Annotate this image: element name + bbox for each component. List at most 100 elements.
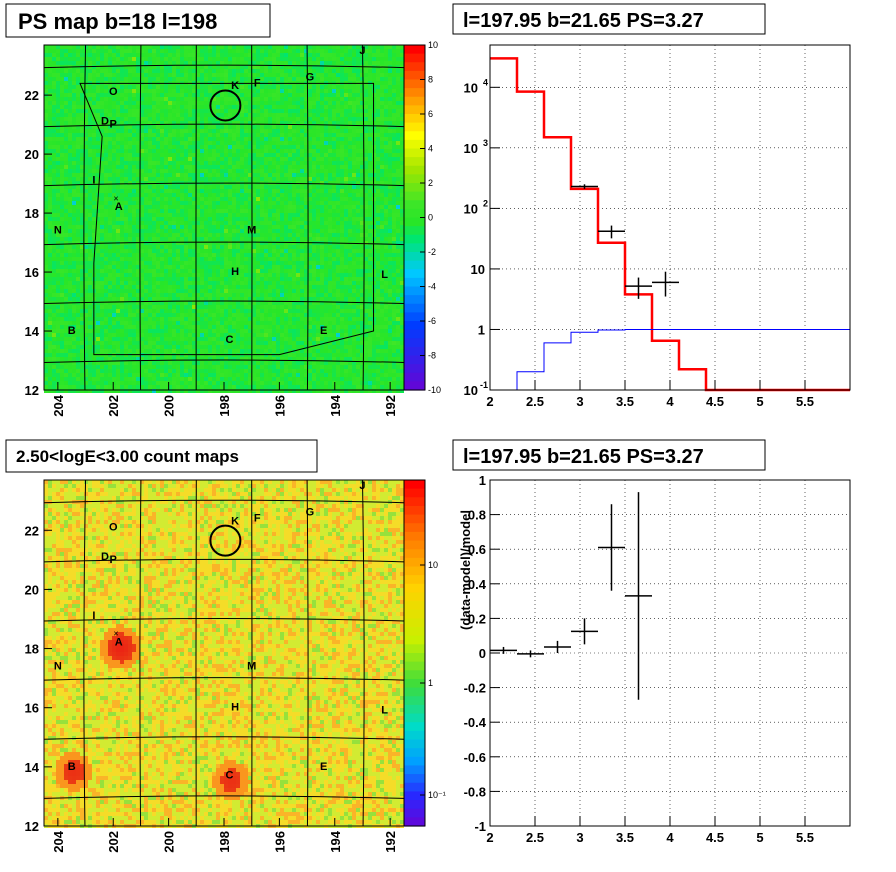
heatmap-cell [224,109,228,113]
heatmap-cell [200,233,204,237]
heatmap-cell [44,101,48,105]
heatmap-cell [300,237,304,241]
heatmap-cell [284,69,288,73]
heatmap-cell [256,145,260,149]
heatmap-cell [96,209,100,213]
heatmap-cell [336,197,340,201]
heatmap-cell [72,265,76,269]
heatmap-cell [124,129,128,133]
heatmap-cell [56,169,60,173]
heatmap-cell [156,241,160,245]
heatmap-cell [48,265,52,269]
heatmap-cell [208,113,212,117]
heatmap-cell [396,161,400,165]
heatmap-cell [60,229,64,233]
heatmap-cell [48,253,52,257]
heatmap-cell [312,121,316,125]
heatmap-cell [264,209,268,213]
heatmap-cell [296,249,300,253]
heatmap-cell [368,149,372,153]
heatmap-cell [284,193,288,197]
heatmap-cell [356,197,360,201]
heatmap-cell [92,133,96,137]
heatmap-cell [396,165,400,169]
heatmap-cell [312,65,316,69]
heatmap-cell [384,133,388,137]
heatmap-cell [356,113,360,117]
heatmap-cell [264,217,268,221]
heatmap-cell [128,153,132,157]
heatmap-cell [64,249,68,253]
heatmap-cell [96,213,100,217]
heatmap-cell [292,69,296,73]
heatmap-cell [284,133,288,137]
heatmap-cell [208,117,212,121]
heatmap-cell [268,209,272,213]
heatmap-cell [264,93,268,97]
heatmap-cell [240,201,244,205]
heatmap-cell [44,61,48,65]
heatmap-cell [208,189,212,193]
heatmap-cell [88,89,92,93]
heatmap-cell [292,169,296,173]
heatmap-cell [392,109,396,113]
heatmap-cell [104,189,108,193]
heatmap-cell [292,137,296,141]
heatmap-cell [220,109,224,113]
heatmap-cell [116,261,120,265]
heatmap-cell [68,249,72,253]
heatmap-cell [188,133,192,137]
heatmap-cell [172,89,176,93]
heatmap-cell [68,265,72,269]
heatmap-cell [272,221,276,225]
heatmap-cell [312,73,316,77]
heatmap-cell [44,197,48,201]
heatmap-cell [52,257,56,261]
heatmap-cell [128,201,132,205]
heatmap-cell [192,165,196,169]
heatmap-cell [68,165,72,169]
heatmap-cell [396,145,400,149]
heatmap-cell [336,157,340,161]
heatmap-cell [240,205,244,209]
heatmap-cell [68,81,72,85]
heatmap-cell [232,129,236,133]
heatmap-cell [240,177,244,181]
heatmap-cell [384,233,388,237]
heatmap-cell [68,197,72,201]
heatmap-cell [360,125,364,129]
heatmap-cell [168,121,172,125]
heatmap-cell [340,45,344,49]
heatmap-cell [228,201,232,205]
heatmap-cell [64,177,68,181]
heatmap-cell [340,145,344,149]
heatmap-cell [168,69,172,73]
heatmap-cell [192,85,196,89]
heatmap-cell [364,73,368,77]
heatmap-cell [352,73,356,77]
heatmap-cell [244,201,248,205]
heatmap-cell [124,229,128,233]
heatmap-cell [400,89,404,93]
heatmap-cell [236,221,240,225]
heatmap-cell [236,133,240,137]
heatmap-cell [164,189,168,193]
heatmap-cell [396,253,400,257]
heatmap-cell [252,133,256,137]
heatmap-cell [232,149,236,153]
heatmap-cell [156,153,160,157]
heatmap-cell [216,217,220,221]
heatmap-cell [312,101,316,105]
heatmap-cell [388,109,392,113]
heatmap-cell [136,265,140,269]
heatmap-cell [336,205,340,209]
heatmap-cell [380,49,384,53]
heatmap-cell [388,165,392,169]
heatmap-cell [356,201,360,205]
heatmap-cell [124,149,128,153]
heatmap-cell [228,129,232,133]
heatmap-cell [188,173,192,177]
heatmap-cell [196,245,200,249]
heatmap-cell [324,145,328,149]
heatmap-cell [296,233,300,237]
